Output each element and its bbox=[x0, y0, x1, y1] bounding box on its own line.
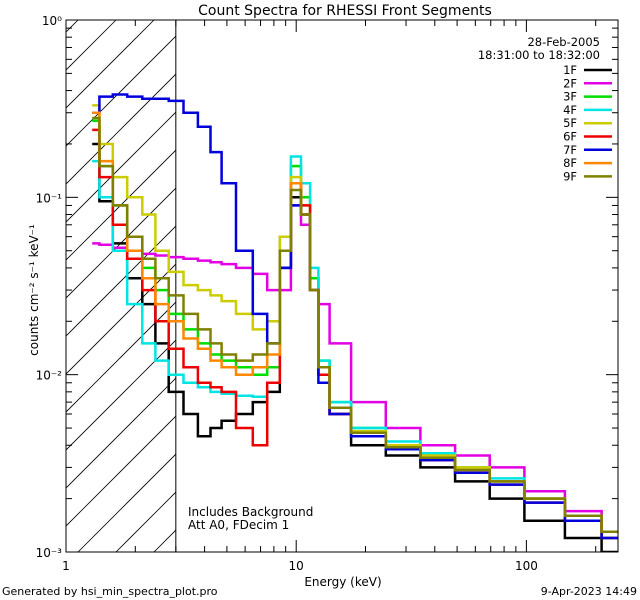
series-line-4f bbox=[92, 155, 618, 534]
series-line-2f bbox=[92, 204, 618, 534]
series-line-7f bbox=[92, 93, 618, 540]
hatch-line bbox=[66, 225, 176, 337]
legend-label-9f: 9F bbox=[563, 169, 577, 183]
series-line-9f bbox=[92, 116, 618, 534]
series-line-3f bbox=[92, 119, 618, 540]
y-tick-label: 10⁻² bbox=[36, 369, 63, 383]
hatch-line bbox=[66, 377, 176, 489]
chart-title: Count Spectra for RHESSI Front Segments bbox=[198, 3, 492, 19]
series-line-6f bbox=[92, 128, 618, 540]
hatch-line bbox=[77, 453, 176, 552]
series-line-5f bbox=[92, 104, 618, 534]
plot-frame bbox=[65, 19, 619, 553]
below-threshold-hatch bbox=[66, 20, 176, 552]
hatch-line bbox=[66, 187, 176, 299]
hatch-line bbox=[66, 301, 176, 413]
y-axis-label: counts cm⁻² s⁻¹ keV⁻¹ bbox=[27, 224, 41, 356]
legend-label-8f: 8F bbox=[563, 156, 577, 170]
legend-label-4f: 4F bbox=[563, 103, 577, 117]
legend-label-3f: 3F bbox=[563, 90, 577, 104]
annotation-attenuator: Att A0, FDecim 1 bbox=[188, 518, 289, 532]
footer-generator: Generated by hsi_min_spectra_plot.pro bbox=[2, 585, 218, 598]
legend-label-1f: 1F bbox=[563, 63, 577, 77]
hatch-line bbox=[66, 263, 176, 375]
y-tick-label: 10⁻¹ bbox=[36, 191, 63, 205]
legend-label-6f: 6F bbox=[563, 130, 577, 144]
x-axis-label: Energy (keV) bbox=[304, 575, 381, 589]
x-tick-label: 10 bbox=[289, 559, 304, 573]
legend-label-5f: 5F bbox=[563, 116, 577, 130]
annotation-background: Includes Background bbox=[188, 505, 313, 519]
time-range-label: 18:31:00 to 18:32:00 bbox=[478, 48, 600, 62]
hatch-line bbox=[66, 35, 176, 147]
series-line-8f bbox=[92, 111, 618, 534]
legend-label-7f: 7F bbox=[563, 143, 577, 157]
hatch-line bbox=[66, 20, 155, 109]
x-tick-label: 1 bbox=[62, 559, 70, 573]
series-layer bbox=[92, 93, 618, 552]
footer-timestamp: 9-Apr-2023 14:49 bbox=[541, 585, 637, 598]
y-tick-label: 10⁰ bbox=[42, 14, 62, 28]
axis-tick-labels: 1 10 100 10⁰ 10⁻¹ 10⁻² 10⁻³ bbox=[36, 14, 538, 573]
y-tick-label: 10⁻³ bbox=[36, 546, 63, 560]
hatch-line bbox=[66, 415, 176, 527]
hatch-line bbox=[66, 73, 176, 185]
x-tick-label: 100 bbox=[515, 559, 538, 573]
date-label: 28-Feb-2005 bbox=[527, 35, 600, 49]
legend-label-2f: 2F bbox=[563, 76, 577, 90]
axis-ticks bbox=[65, 19, 618, 553]
